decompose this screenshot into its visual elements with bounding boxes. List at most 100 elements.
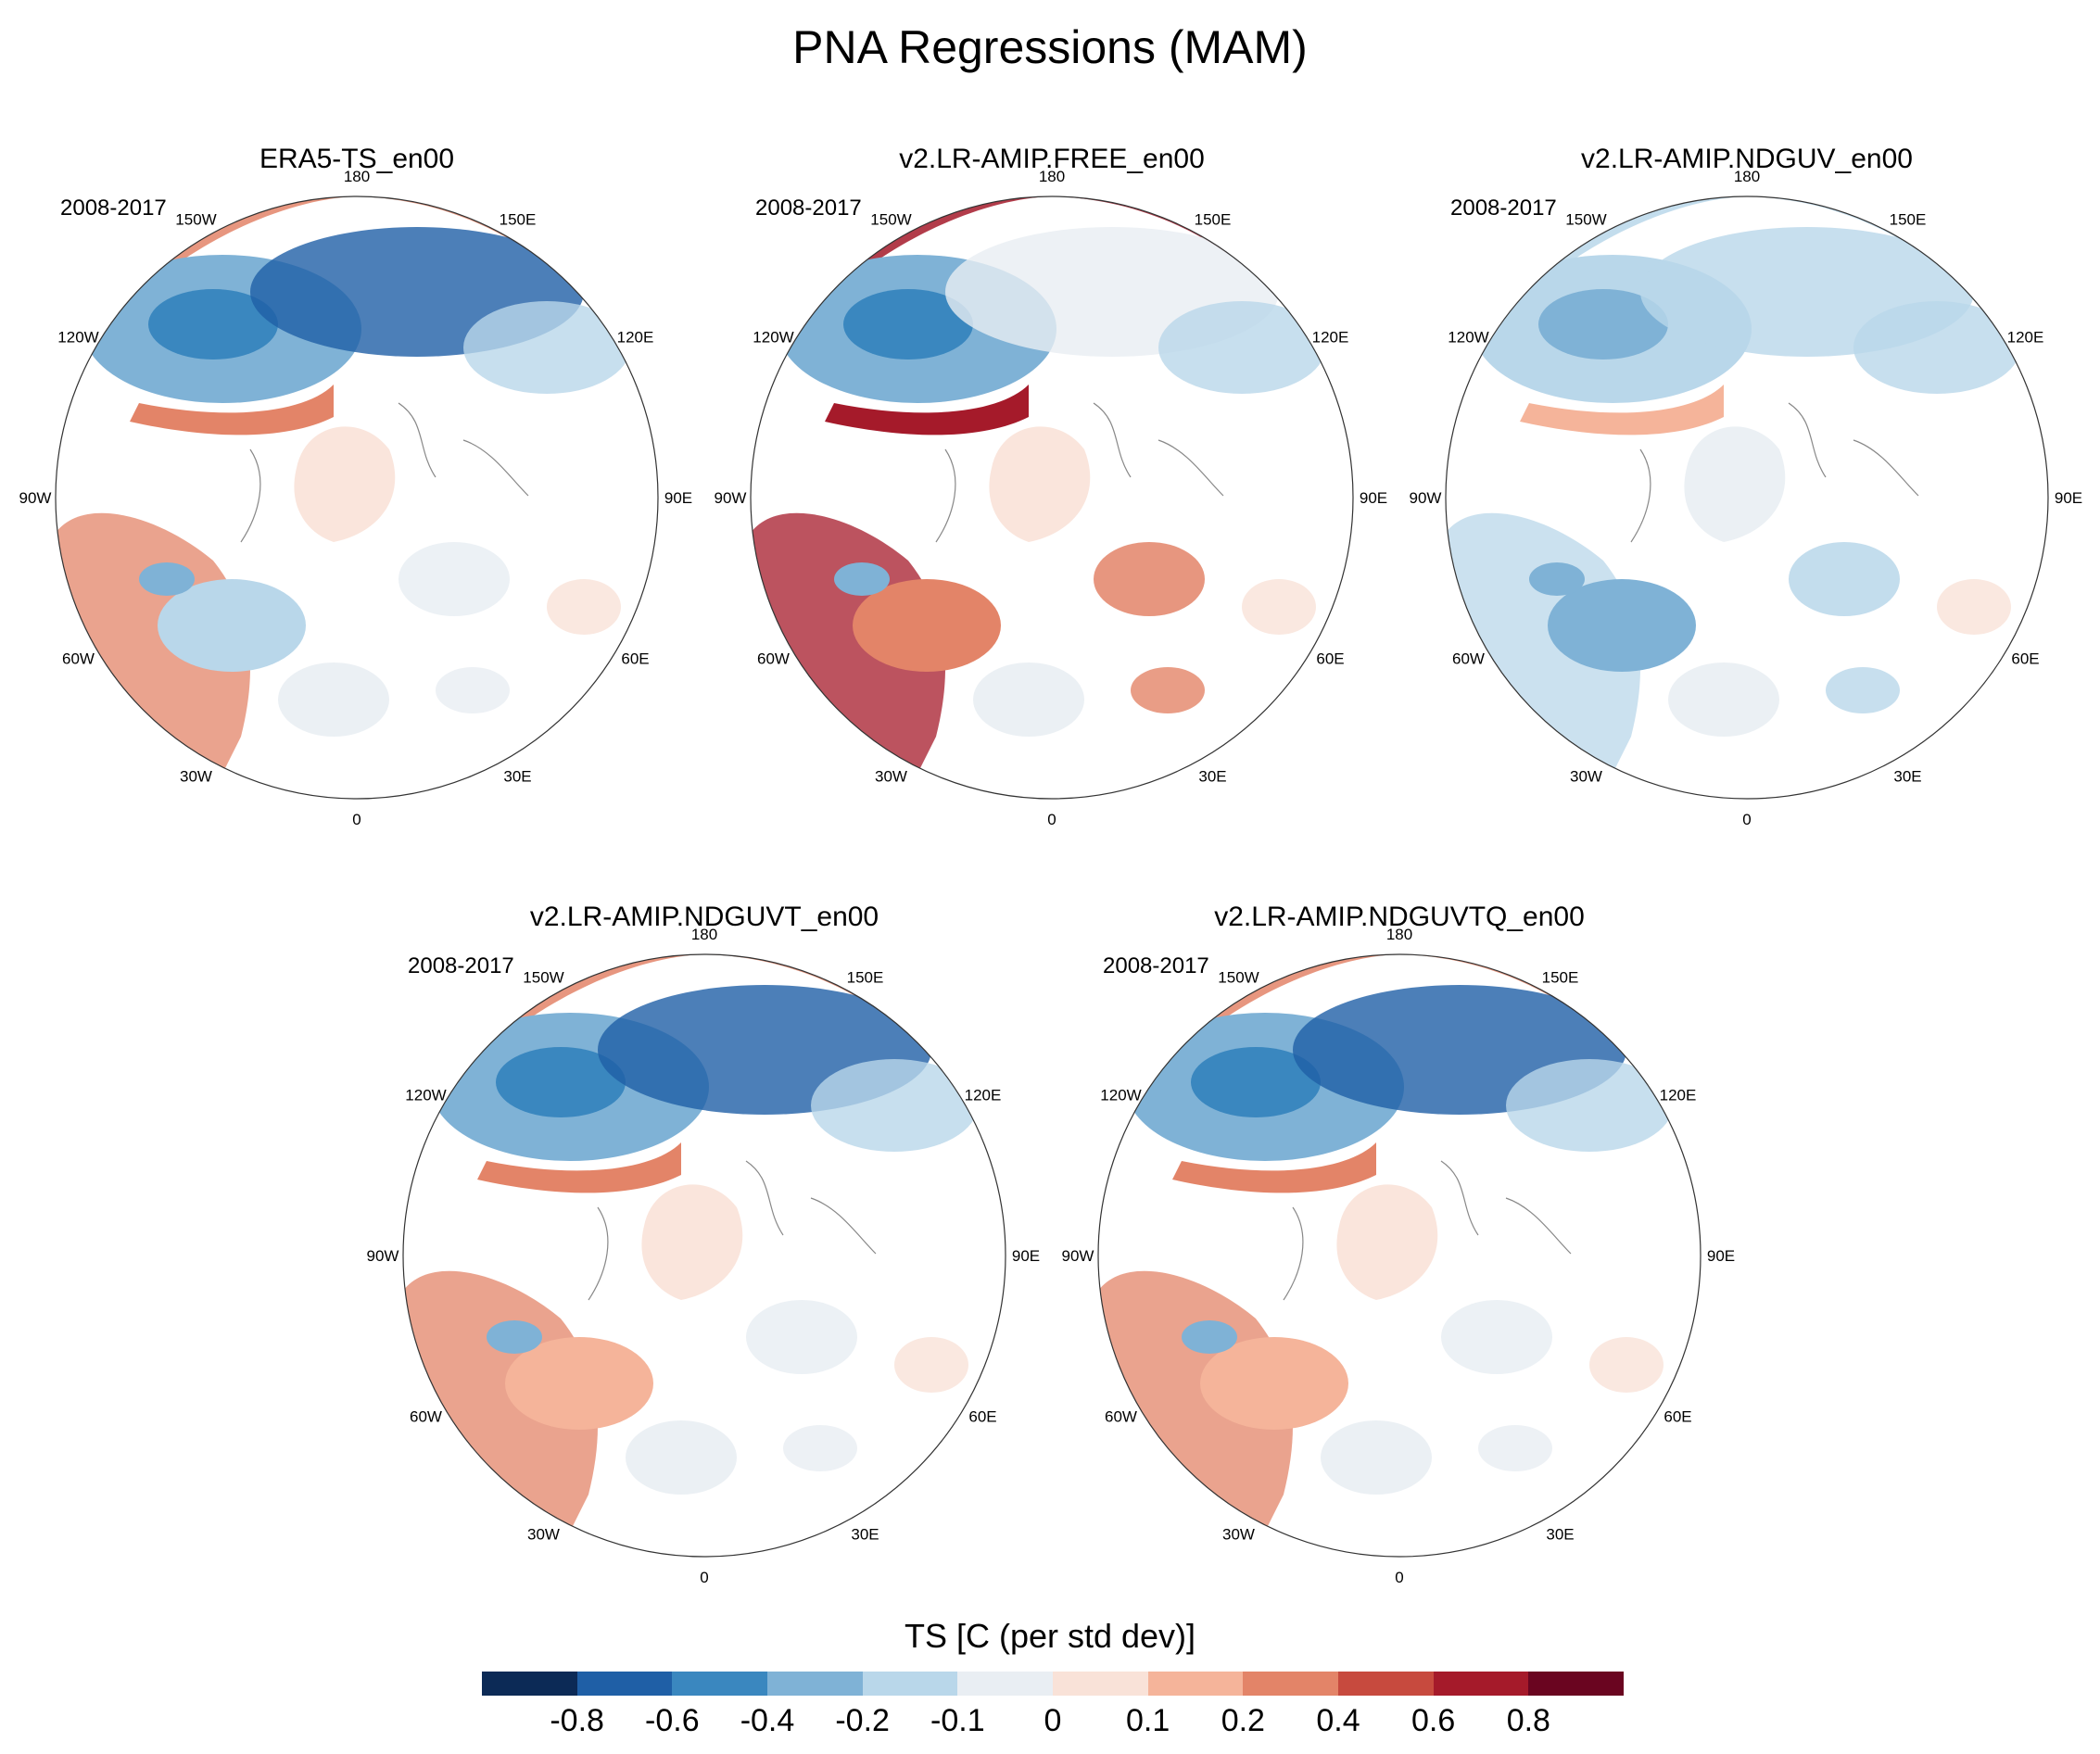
longitude-label: 30E (851, 1526, 879, 1544)
longitude-label: 30E (1198, 768, 1226, 786)
longitude-label: 150E (1195, 211, 1232, 229)
map-boundary (1445, 196, 2049, 800)
colorbar-swatch (1147, 1672, 1244, 1696)
longitude-label: 60W (757, 650, 790, 668)
map-shading (403, 954, 1006, 1557)
polar-map: 180 150E 120E 90E 60E 30E 0 30W 60W 90W 120W 150W (1410, 168, 2083, 828)
longitude-label: 60W (1452, 650, 1485, 668)
colorbar-swatch (1528, 1672, 1625, 1696)
colorbar-swatch (767, 1672, 863, 1696)
colorbar-tick-label: 0.2 (1221, 1703, 1265, 1738)
longitude-label: 0 (700, 1569, 708, 1586)
map-shading (1098, 954, 1701, 1557)
colorbar-swatch (672, 1672, 768, 1696)
longitude-label: 30W (180, 768, 212, 786)
map-shading (751, 196, 1353, 799)
longitude-label: 60W (410, 1408, 442, 1426)
longitude-label: 60E (2011, 650, 2039, 668)
longitude-label: 0 (1047, 811, 1056, 828)
figure-title: PNA Regressions (MAM) (792, 21, 1308, 73)
map-panel-era5: ERA5-TS_en00 2008-2017 180 150E 120E 90E 60E… (19, 144, 693, 848)
colorbar-swatch (576, 1672, 673, 1696)
longitude-label: 0 (352, 811, 361, 828)
longitude-label: 120E (617, 329, 654, 347)
period-label: 2008-2017 (1450, 196, 1557, 221)
longitude-label: 60W (62, 650, 95, 668)
map-boundary (1097, 953, 1702, 1558)
longitude-label: 180 (691, 926, 717, 943)
panel-title: v2.LR-AMIP.NDGUVTQ_en00 (1214, 902, 1585, 932)
colorbar-swatch (1433, 1672, 1529, 1696)
colorbar-tick-label: -0.6 (645, 1703, 700, 1738)
map-shading (1446, 196, 2048, 799)
colorbar-tick-label: -0.1 (930, 1703, 985, 1738)
longitude-label: 120W (753, 329, 793, 347)
colorbar-tick-label: 0.1 (1126, 1703, 1170, 1738)
map-panel-ndguvt: v2.LR-AMIP.NDGUVT_en00 2008-2017 180 150E… (367, 902, 1041, 1606)
longitude-label: 120E (965, 1087, 1002, 1104)
colorbar-swatch (1053, 1672, 1148, 1696)
longitude-label: 150E (847, 969, 884, 987)
polar-map: 180 150E 120E 90E 60E 30E 0 30W 60W 90W 120W 150W (367, 926, 1041, 1586)
longitude-label: 90W (1410, 489, 1442, 507)
longitude-label: 150W (1565, 211, 1606, 229)
panel-title: v2.LR-AMIP.NDGUVT_en00 (529, 902, 879, 932)
longitude-label: 180 (1734, 168, 1760, 185)
panel-title: v2.LR-AMIP.FREE_en00 (899, 144, 1205, 174)
longitude-label: 60W (1105, 1408, 1137, 1426)
longitude-label: 90W (367, 1247, 399, 1265)
longitude-label: 120W (1100, 1087, 1141, 1104)
longitude-label: 90E (1707, 1247, 1735, 1265)
polar-map: 180 150E 120E 90E 60E 30E 0 30W 60W 90W 120W 150W (715, 168, 1388, 828)
period-label: 2008-2017 (60, 196, 167, 221)
map-boundary (55, 196, 659, 800)
longitude-label: 90W (715, 489, 747, 507)
map-boundary (402, 953, 1006, 1558)
longitude-label: 30E (1893, 768, 1921, 786)
longitude-label: 180 (1039, 168, 1065, 185)
longitude-label: 0 (1742, 811, 1751, 828)
longitude-label: 0 (1395, 1569, 1403, 1586)
longitude-label: 30E (503, 768, 531, 786)
longitude-label: 60E (1664, 1408, 1691, 1426)
longitude-label: 120E (2007, 329, 2044, 347)
colorbar-swatch (482, 1672, 577, 1696)
longitude-label: 120W (405, 1087, 446, 1104)
colorbar-swatch (862, 1672, 958, 1696)
colorbar-tick-label: -0.8 (550, 1703, 604, 1738)
longitude-label: 120E (1660, 1087, 1697, 1104)
map-shading (56, 196, 658, 799)
longitude-label: 30W (1222, 1526, 1255, 1544)
longitude-label: 180 (1386, 926, 1412, 943)
colorbar-title: TS [C (per std dev)] (904, 1617, 1196, 1655)
period-label: 2008-2017 (755, 196, 862, 221)
map-panel-free: v2.LR-AMIP.FREE_en00 2008-2017 180 150E 12… (715, 144, 1388, 848)
longitude-label: 150E (500, 211, 537, 229)
period-label: 2008-2017 (408, 953, 514, 978)
longitude-label: 30W (1570, 768, 1602, 786)
colorbar-tick-label: 0.6 (1411, 1703, 1456, 1738)
longitude-label: 150W (175, 211, 216, 229)
longitude-label: 120W (1448, 329, 1488, 347)
map-panel-ndguv: v2.LR-AMIP.NDGUV_en00 2008-2017 180 150E 1… (1410, 144, 2083, 848)
polar-map: 180 150E 120E 90E 60E 30E 0 30W 60W 90W 120W 150W (19, 168, 693, 828)
panel-title: v2.LR-AMIP.NDGUV_en00 (1581, 144, 1913, 174)
colorbar-swatch (1243, 1672, 1339, 1696)
longitude-label: 30W (875, 768, 907, 786)
longitude-label: 90W (19, 489, 52, 507)
longitude-label: 90E (2055, 489, 2082, 507)
colorbar (482, 1672, 1625, 1696)
longitude-label: 60E (621, 650, 649, 668)
period-label: 2008-2017 (1103, 953, 1209, 978)
longitude-label: 60E (968, 1408, 996, 1426)
longitude-label: 90E (1360, 489, 1387, 507)
polar-map: 180 150E 120E 90E 60E 30E 0 30W 60W 90W 120W 150W (1062, 926, 1736, 1586)
longitude-label: 120E (1312, 329, 1349, 347)
map-boundary (750, 196, 1354, 800)
colorbar-tick-label: 0.8 (1506, 1703, 1550, 1738)
colorbar-labels: -0.8 -0.6 -0.4 -0.2 -0.1 0 0.1 0.2 0.4 0.6 0.8 (482, 1703, 1624, 1740)
longitude-label: 150W (1218, 969, 1259, 987)
longitude-label: 150E (1890, 211, 1927, 229)
longitude-label: 60E (1316, 650, 1344, 668)
longitude-label: 30E (1546, 1526, 1574, 1544)
